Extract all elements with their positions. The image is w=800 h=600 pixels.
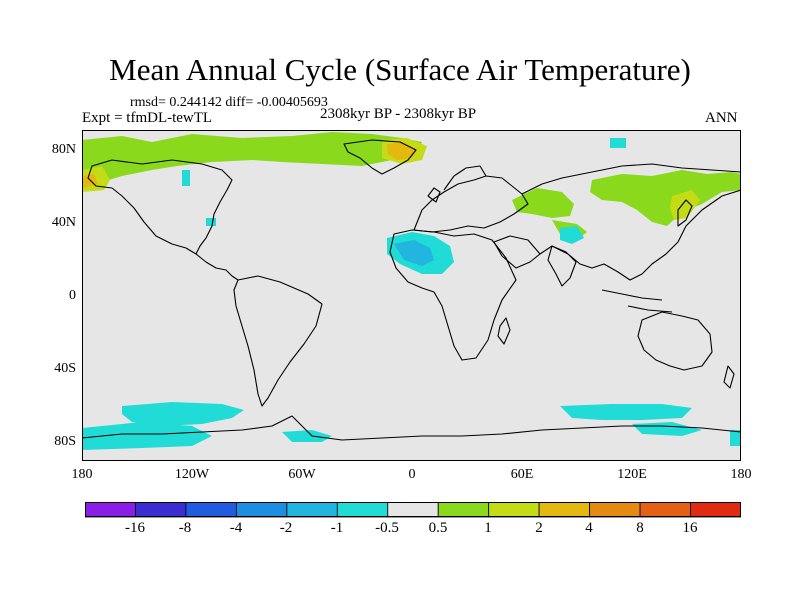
colorbar-frame [85, 502, 741, 517]
lat-label-80n: 80N [51, 142, 76, 157]
anomaly-field [82, 132, 741, 450]
cool-anomaly-antarctic-edge [730, 430, 741, 446]
colorbar-cell-4 [286, 502, 338, 518]
colorbar-label-neg16: -16 [125, 520, 145, 536]
warm-anomaly-central-asia [512, 188, 574, 218]
coast-australia [637, 311, 713, 371]
coast-britain [427, 187, 441, 203]
colorbar-label-1: 1 [484, 520, 492, 536]
coast-new-zealand [723, 365, 735, 389]
coast-greenland [343, 139, 417, 175]
cool-anomaly-sahara-core [394, 240, 434, 266]
colorbar-cells [85, 502, 741, 518]
coast-indonesia [601, 289, 673, 313]
coast-antarctica [82, 415, 741, 441]
cool-anomaly-arabia [560, 226, 584, 244]
colorbar-cell-0 [85, 502, 136, 518]
map-panel [82, 130, 741, 461]
coast-arabia [493, 235, 541, 269]
lat-label-40s: 40S [54, 361, 76, 376]
colorbar-label-neg4: -4 [229, 520, 243, 536]
coast-india [547, 245, 577, 287]
lat-label-0: 0 [69, 288, 76, 303]
colorbar-cell-6 [387, 502, 439, 518]
cool-anomaly-indian-ocean [560, 404, 692, 420]
coast-central-america [195, 253, 239, 281]
warm-anomaly-arctic [82, 132, 422, 186]
colorbar-cell-11 [639, 502, 691, 518]
colorbar-cell-9 [538, 502, 591, 518]
lon-label-120e: 120E [617, 467, 647, 482]
coastlines [82, 139, 741, 441]
lon-label-60w: 60W [288, 467, 316, 482]
cool-anomaly-weddell [282, 430, 332, 442]
lat-label-40n: 40N [51, 215, 76, 230]
colorbar-label-neg8: -8 [178, 520, 192, 536]
warm-anomaly-siberia [590, 170, 741, 226]
experiment-label: Expt = tfmDL-tewTL [82, 110, 213, 126]
period-label: 2308kyr BP - 2308kyr BP [320, 106, 477, 122]
cool-anomaly-south-pacific [122, 402, 244, 426]
cool-anomaly-pacific [182, 170, 190, 186]
colorbar-cell-1 [135, 502, 187, 518]
colorbar-label-4: 4 [585, 520, 593, 536]
colorbar-cell-10 [589, 502, 641, 518]
colorbar-cell-12 [690, 502, 741, 518]
colorbar-label-8: 8 [636, 520, 644, 536]
coast-scandinavia [443, 165, 487, 191]
rmsd-diff-stats: rmsd= 0.244142 diff= -0.00405693 [130, 95, 328, 110]
coast-japan [677, 199, 693, 227]
colorbar-label-0-5: 0.5 [428, 520, 448, 536]
colorbar-label-neg1: -1 [330, 520, 344, 536]
lat-label-80s: 80S [54, 434, 76, 449]
lon-label-180w: 180 [71, 467, 93, 482]
colorbar-label-16: 16 [682, 520, 698, 536]
coast-south-america [233, 275, 323, 407]
coast-europe [413, 175, 529, 233]
map-frame [82, 130, 741, 461]
colorbar-cell-7 [437, 502, 490, 518]
colorbar [85, 502, 741, 518]
season-label: ANN [705, 110, 738, 126]
colorbar-cell-2 [185, 502, 237, 518]
colorbar-label-neg0-5: -0.5 [375, 520, 399, 536]
coast-asia [521, 163, 741, 281]
cool-anomaly-ross-sea [82, 422, 212, 450]
lon-label-60e: 60E [510, 467, 534, 482]
colorbar-cell-8 [488, 502, 540, 518]
lon-label-180e: 180 [730, 467, 752, 482]
cool-anomaly-canada [206, 218, 216, 226]
cool-anomaly-arctic-ne [610, 138, 626, 148]
coast-north-america [87, 159, 233, 255]
map-title: Mean Annual Cycle (Surface Air Temperatu… [109, 52, 691, 87]
colorbar-label-2: 2 [535, 520, 543, 536]
lon-label-0: 0 [408, 467, 416, 482]
colorbar-label-neg2: -2 [279, 520, 293, 536]
colorbar-cell-3 [235, 502, 288, 518]
lon-label-120w: 120W [174, 467, 210, 482]
coast-africa [389, 229, 517, 361]
coast-madagascar [497, 317, 511, 345]
colorbar-cell-5 [336, 502, 389, 518]
